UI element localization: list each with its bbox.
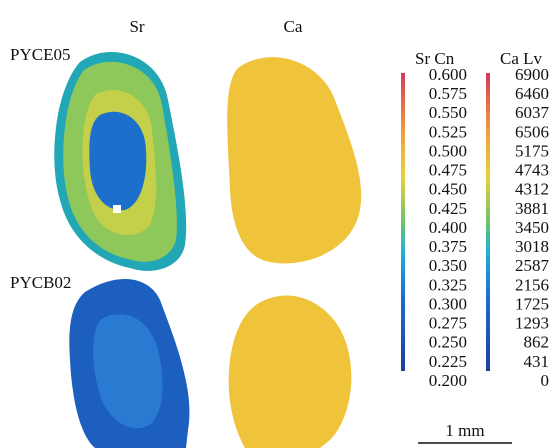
- legend-value: 431: [524, 352, 550, 371]
- legend-value: 862: [524, 333, 550, 352]
- legend-value: 0.225: [429, 352, 467, 371]
- legend-value: 3881: [515, 199, 549, 218]
- legend-value: 0.375: [429, 237, 467, 256]
- figure: Sr Ca PYCE05 PYCB02 Sr Cn Ca Lv 1 mm 0.6…: [0, 0, 553, 448]
- sr-map-core: [89, 112, 146, 210]
- legend-value: 6037: [515, 103, 550, 122]
- legend-value: 0.600: [429, 65, 467, 84]
- legend-value: 0.275: [429, 314, 467, 333]
- legend-value: 6506: [515, 122, 549, 141]
- legend-value: 0.300: [429, 294, 467, 313]
- scale-bar-label: 1 mm: [445, 421, 484, 440]
- legend-value: 0.400: [429, 218, 467, 237]
- legend-value: 0.425: [429, 199, 467, 218]
- column-label: Sr: [129, 17, 144, 36]
- legend-value: 0.575: [429, 84, 467, 103]
- sample-label: PYCE05: [10, 45, 70, 64]
- legend-value: 0.475: [429, 161, 467, 180]
- legend-value: 0.325: [429, 275, 467, 294]
- legend-value: 0.200: [429, 371, 467, 390]
- legend-value: 0.450: [429, 180, 467, 199]
- sample-label: PYCB02: [10, 273, 71, 292]
- column-label: Ca: [284, 17, 303, 36]
- legend-value: 4312: [515, 180, 549, 199]
- sr-map-hole: [113, 205, 121, 213]
- legend-value: 5175: [515, 141, 549, 160]
- legend-value: 2156: [515, 275, 549, 294]
- legend-value: 1293: [515, 314, 549, 333]
- legend-value: 2587: [515, 256, 550, 275]
- legend-value: 0: [541, 371, 550, 390]
- color-bar: [401, 73, 405, 371]
- ca-map: [227, 57, 361, 263]
- ca-map: [229, 296, 352, 448]
- legend-value: 6460: [515, 84, 549, 103]
- legend-value: 3018: [515, 237, 549, 256]
- legend-value: 0.350: [429, 256, 467, 275]
- legend-value: 0.525: [429, 122, 467, 141]
- legend-value: 3450: [515, 218, 549, 237]
- color-bar: [486, 73, 490, 371]
- legend-value: 1725: [515, 294, 549, 313]
- legend-value: 4743: [515, 161, 549, 180]
- legend-value: 0.550: [429, 103, 467, 122]
- legend-value: 0.250: [429, 333, 467, 352]
- legend-value: 0.500: [429, 141, 467, 160]
- legend-value: 6900: [515, 65, 549, 84]
